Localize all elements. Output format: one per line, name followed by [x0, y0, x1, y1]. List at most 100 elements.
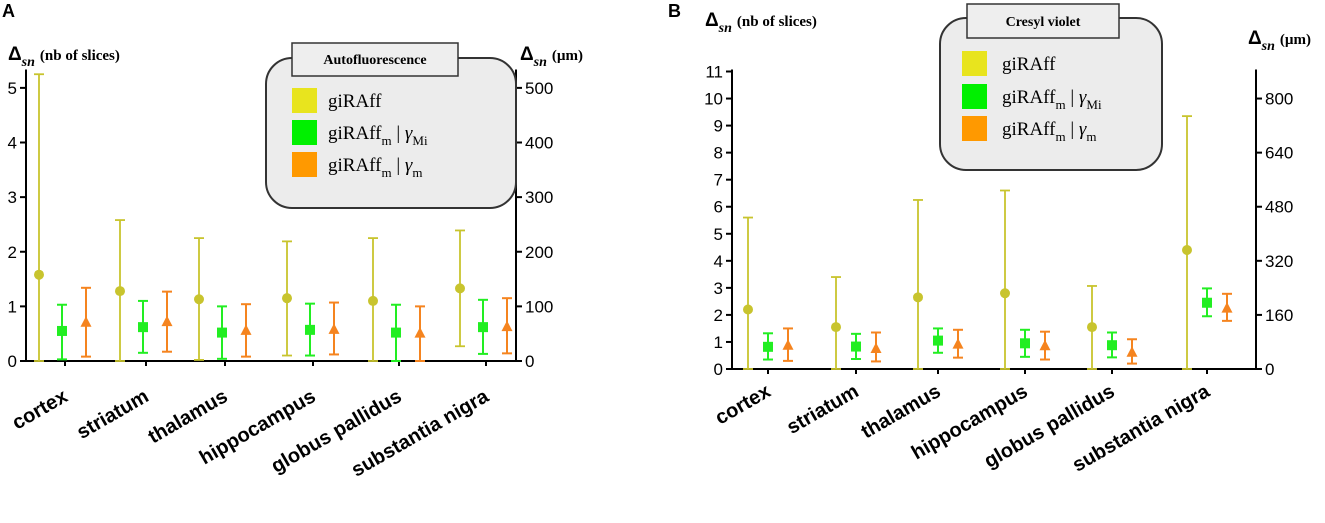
panel-b-left-tick-label: 4 — [714, 252, 723, 271]
panel-a-point-circle — [34, 269, 44, 280]
panel-b-marks — [743, 115, 1233, 370]
panel-b-letter: B — [668, 1, 681, 21]
panel-a-category-labels: cortex striatumthalamushippocampusglobus … — [9, 385, 494, 482]
panel-a-right-unit: (µm) — [552, 48, 583, 64]
panel-a-legend-entry-3-greek: γ — [405, 155, 413, 176]
panel-a-point-circle — [368, 295, 378, 306]
panel-a-legend-title-box — [291, 42, 459, 77]
panel-b-left-tick-label: 6 — [714, 198, 723, 217]
panel-a-point-triangle — [414, 327, 426, 338]
panel-a-point-circle — [194, 294, 204, 305]
panel-b-legend: Cresyl violet giRAff giRAffm | γMi giRAf… — [939, 3, 1163, 171]
panel-b-point-square — [1202, 297, 1212, 308]
panel-b-point-circle — [913, 292, 923, 303]
panel-b-left-tick-label: 7 — [714, 171, 723, 190]
panel-b-legend-entry-2-greek-sub: Mi — [1086, 97, 1102, 112]
panel-b-legend-swatch-2 — [962, 84, 987, 109]
panel-a-left-axis-label: Δsn (nb of slices) — [8, 44, 120, 70]
panel-a-point-circle — [455, 283, 465, 294]
panel-b-left-tick-label: 0 — [714, 360, 723, 379]
panel-b-right-tick-label: 800 — [1265, 90, 1293, 109]
panel-b-legend-swatch-1 — [962, 51, 987, 76]
panel-b-left-sub: sn — [718, 21, 732, 36]
panel-b-right-axis-label: Δsn (µm) — [1248, 28, 1311, 54]
panel-a-point-triangle — [328, 323, 340, 334]
panel-b-category-label: striatum — [783, 380, 862, 439]
panel-a-right-tick-label: 100 — [525, 297, 553, 316]
panel-a-legend-title: Autofluorescence — [323, 53, 426, 68]
panel-b-legend-entry-3: giRAffm | γm — [1002, 119, 1097, 144]
panel-a-left-unit: (nb of slices) — [40, 48, 120, 64]
panel-b-legend-entry-1: giRAff — [1002, 54, 1056, 75]
panel-b-point-circle — [1000, 288, 1010, 299]
panel-a-left-tick-label: 0 — [8, 352, 17, 371]
panel-b-point-circle — [1182, 245, 1192, 255]
panel-a-category-label: cortex — [9, 385, 72, 434]
panel-a-left-tick-label: 1 — [8, 297, 17, 316]
panel-b-point-circle — [743, 304, 753, 315]
panel-a-left-tick-label: 5 — [8, 79, 17, 98]
panel-a-legend-entry-3: giRAffm | γm — [328, 155, 423, 180]
panel-b-point-triangle — [870, 342, 882, 353]
panel-a-legend-entry-2-main: giRAff — [328, 123, 382, 144]
panel-a-category-label: striatum — [73, 385, 152, 444]
panel-a-legend-entry-2-sep: | — [392, 123, 405, 144]
panel-a-legend-entry-3-sep: | — [392, 155, 405, 176]
panel-b-legend-title-box — [966, 3, 1120, 39]
panel-b-legend-entry-2-sep: | — [1066, 87, 1079, 108]
panel-a-point-square — [478, 322, 488, 333]
panel-b-right-unit: (µm) — [1280, 32, 1311, 48]
panel-b-legend-entry-2-sub: m — [1055, 97, 1065, 112]
panel-b-axes: 0 1 2 3 4 5 6 7 8 9 10 11 0 160 320 480 640 800 — [704, 63, 1293, 380]
panel-b-left-tick-label: 2 — [714, 306, 723, 325]
panel-a-legend-entry-2-greek: γ — [405, 123, 413, 144]
panel-b-left-tick-label: 10 — [704, 90, 723, 109]
panel-a-point-triangle — [501, 320, 513, 332]
panel-a-point-circle — [115, 286, 125, 297]
panel-a-legend-swatch-2 — [292, 120, 317, 145]
panel-b-legend-entry-3-sep: | — [1066, 119, 1079, 140]
panel-a-point-triangle — [161, 315, 173, 327]
panel-a-right-tick-label: 400 — [525, 134, 553, 153]
panel-b-point-square — [1107, 340, 1117, 351]
panel-a-legend: Autofluorescence giRAff giRAffm | γMi gi… — [265, 42, 517, 209]
panel-a-point-triangle — [80, 316, 92, 327]
panel-a-point-triangle — [240, 324, 252, 335]
panel-a-right-axis-label: Δsn (µm) — [520, 44, 583, 70]
panel-b-point-square — [763, 341, 773, 352]
panel-a-legend-entry-3-greek-sub: m — [412, 165, 422, 180]
panel-b-left-tick-label: 3 — [714, 279, 723, 298]
panel-b-legend-title: Cresyl violet — [1006, 15, 1081, 30]
panel-b-left-tick-label: 11 — [705, 63, 723, 82]
panel-b-right-tick-label: 160 — [1265, 306, 1293, 325]
panel-b-left-tick-label: 9 — [714, 117, 723, 136]
panel-a-left-tick-label: 2 — [8, 243, 17, 262]
panel-a-legend-entry-3-main: giRAff — [328, 155, 382, 176]
panel-a-right-sub: sn — [533, 55, 547, 70]
panel-a-legend-entry-3-sub: m — [381, 165, 391, 180]
panel-a-left-tick-label: 4 — [8, 134, 17, 153]
panel-b-left-tick-label: 5 — [714, 225, 723, 244]
panel-b-point-triangle — [1039, 339, 1051, 351]
panel-b-legend-entry-2-greek: γ — [1079, 87, 1087, 108]
panel-a-legend-swatch-3 — [292, 152, 317, 177]
panel-b-legend-swatch-3 — [962, 116, 987, 141]
panel-b-left-axis-label: Δsn (nb of slices) — [705, 10, 817, 36]
panel-a-legend-entry-2-greek-sub: Mi — [412, 133, 428, 148]
panel-a-legend-entry-1-main: giRAff — [328, 91, 382, 112]
panel-b-legend-entry-2-main: giRAff — [1002, 87, 1056, 108]
panel-a-legend-swatch-1 — [292, 88, 317, 113]
panel-a-legend-entry-2-sub: m — [381, 133, 391, 148]
panel-b-right-sub: sn — [1261, 39, 1275, 54]
panel-b-legend-entry-1-main: giRAff — [1002, 54, 1056, 75]
panel-b-category-label: cortex — [712, 380, 775, 429]
panel-a-left-delta: Δ — [8, 44, 22, 65]
panel-b-legend-entry-2: giRAffm | γMi — [1002, 87, 1102, 112]
panel-b-right-delta: Δ — [1248, 28, 1262, 49]
panel-a-left-sub: sn — [21, 55, 35, 70]
panel-a-letter: A — [2, 1, 15, 21]
panel-a: A Δsn (nb of slices) Δsn (µm) 0 1 2 3 4 5 0 100 20… — [2, 1, 583, 482]
panel-a-left-tick-label: 3 — [8, 188, 17, 207]
panel-a-right-tick-label: 300 — [525, 188, 553, 207]
